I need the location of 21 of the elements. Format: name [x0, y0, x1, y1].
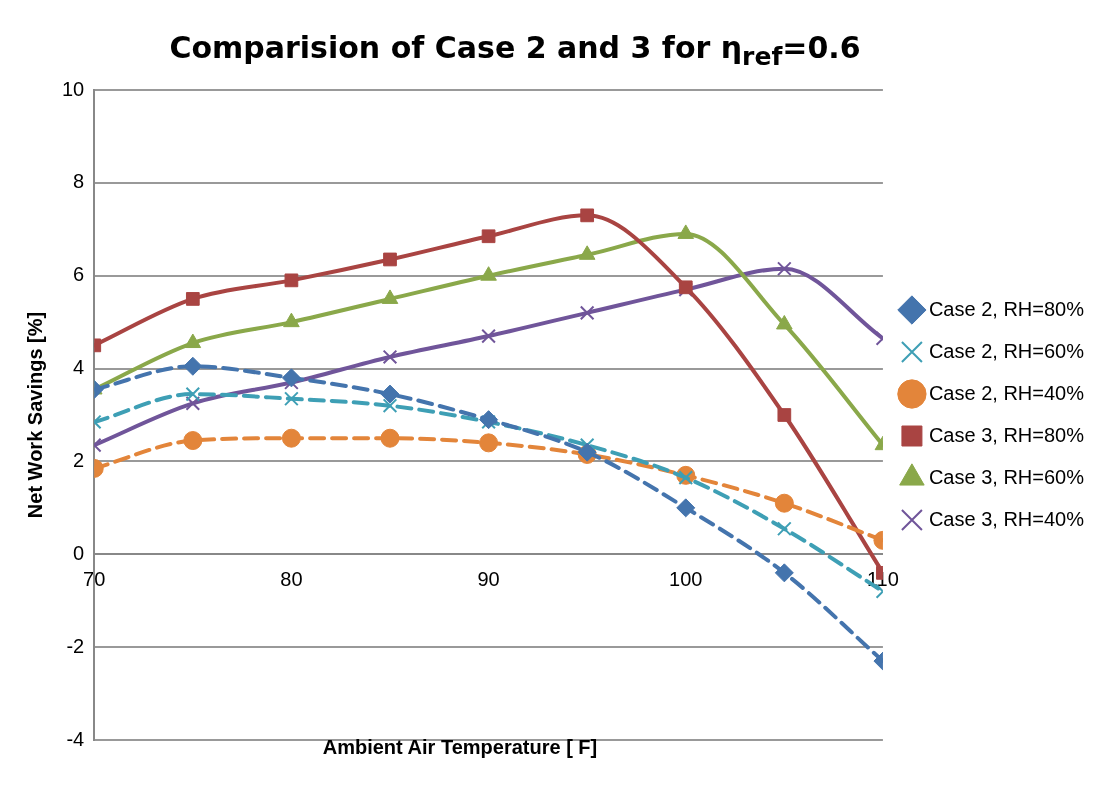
y-axis-title: Net Work Savings [%]	[23, 311, 46, 519]
legend-label: Case 2, RH=60%	[928, 339, 1085, 362]
x-tick-label: 80	[280, 567, 303, 590]
legend-label: Case 2, RH=80%	[928, 297, 1085, 320]
x-tick-label: 70	[83, 567, 106, 590]
legend-label: Case 3, RH=60%	[928, 465, 1085, 488]
y-tick-label: 6	[73, 263, 85, 286]
legend-label: Case 3, RH=40%	[928, 507, 1085, 530]
y-tick-label: 4	[73, 356, 85, 379]
y-tick-label: 0	[73, 541, 85, 564]
y-tick-label: -4	[66, 727, 85, 750]
y-tick-label: 2	[73, 448, 85, 471]
y-tick-label: -2	[66, 634, 85, 657]
legend-label: Case 2, RH=40%	[928, 381, 1085, 404]
y-tick-label: 8	[73, 170, 85, 193]
legend-label: Case 3, RH=80%	[928, 423, 1085, 446]
x-axis-title: Ambient Air Temperature [ F]	[321, 736, 599, 759]
chart-title: Comparision of Case 2 and 3 for η$_{ref}$=0.6	[168, 30, 862, 71]
y-tick-label: 10	[62, 77, 85, 100]
x-tick-label: 100	[669, 567, 703, 590]
x-tick-label: 90	[477, 567, 500, 590]
